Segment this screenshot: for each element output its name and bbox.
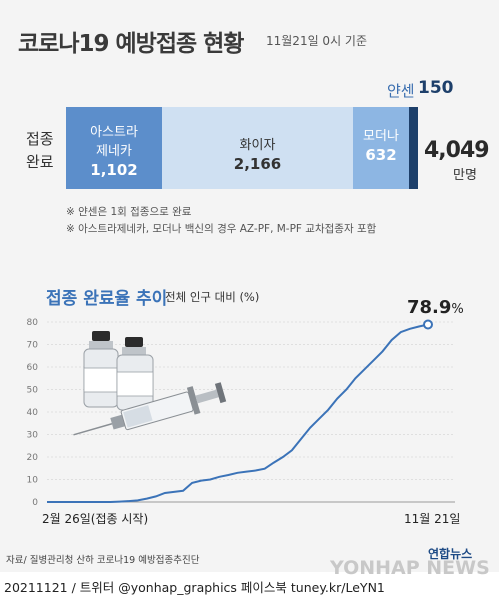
page-title: 코로나19 예방접종 현황	[18, 31, 244, 57]
vaccination-rate-line	[47, 323, 429, 503]
row-label-line1: 접종	[26, 130, 54, 148]
row-label: 접종 완료	[26, 128, 54, 174]
trend-title: 접종 완료율 추이	[46, 289, 168, 309]
credit-line: 20211121 / 트위터 @yonhap_graphics 페이스북 tun…	[4, 580, 385, 595]
y-tick-label: 70	[27, 341, 39, 351]
source-text: 자료/ 질병관리청 산하 코로나19 예방접종추진단	[6, 555, 200, 566]
segment-astrazeneca: 아스트라 제네카 1,102	[66, 107, 162, 189]
peak-label: 78.9%	[407, 297, 464, 318]
note-janssen: ※ 얀센은 1회 접종으로 완료	[66, 206, 192, 218]
vial-neck	[89, 341, 113, 349]
background-panel	[0, 0, 499, 572]
note-cross-vaccination: ※ 아스트라제네카, 모더나 백신의 경우 AZ-PF, M-PF 교차접종자 …	[66, 223, 377, 235]
vial-label	[83, 367, 119, 393]
y-tick-label: 80	[27, 318, 39, 328]
total-value: 4,049	[424, 138, 490, 163]
segment-moderna: 모더나 632	[353, 107, 409, 189]
janssen-value: 150	[418, 78, 454, 98]
syringe-icon	[73, 382, 227, 436]
segment-label: 제네카	[96, 144, 132, 159]
y-tick-label: 50	[27, 386, 39, 396]
brand-logo: 연합뉴스	[428, 547, 473, 561]
segment-label: 아스트라	[90, 125, 138, 140]
segment-value: 2,166	[233, 155, 282, 173]
segment-value: 632	[365, 146, 397, 164]
peak-unit: %	[451, 302, 464, 317]
trend-unit-label: 전체 인구 대비 (%)	[165, 290, 260, 304]
segment-label: 화이자	[239, 138, 276, 153]
janssen-label: 얀센	[387, 82, 415, 100]
y-tick-label: 0	[32, 498, 38, 508]
watermark: YONHAP NEWS	[330, 557, 490, 579]
vial-neck	[122, 347, 146, 355]
total-unit: 만명	[453, 168, 477, 183]
x-start-label: 2월 26일(접종 시작)	[42, 512, 149, 526]
vial-cap	[125, 337, 143, 347]
latest-data-point	[423, 319, 433, 330]
y-tick-label: 10	[27, 476, 39, 486]
y-tick-label: 20	[27, 453, 39, 463]
y-tick-label: 30	[27, 431, 39, 441]
segment-pfizer: 화이자 2,166	[162, 107, 353, 189]
peak-value: 78.9	[407, 297, 452, 318]
segment-label: 모더나	[363, 129, 399, 144]
row-label-line2: 완료	[26, 153, 54, 171]
x-end-label: 11월 21일	[404, 512, 461, 526]
y-tick-label: 60	[27, 363, 39, 373]
segment-janssen	[409, 107, 418, 189]
reference-date: 11월21일 0시 기준	[266, 34, 368, 48]
vial-label	[116, 371, 154, 397]
vial-cap	[92, 331, 110, 341]
y-tick-label: 40	[27, 408, 39, 418]
vaccine-vials-and-syringe-illustration	[73, 331, 227, 436]
segment-value: 1,102	[90, 161, 138, 179]
